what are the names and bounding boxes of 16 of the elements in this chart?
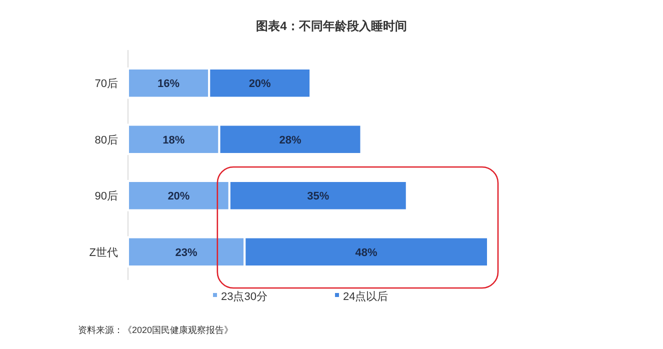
data-label: 35% bbox=[307, 190, 330, 203]
data-label: 20% bbox=[168, 190, 190, 203]
y-tick-label: Z世代 bbox=[89, 246, 118, 259]
legend-label: 23点30分 bbox=[221, 290, 268, 303]
data-label: 23% bbox=[175, 246, 198, 259]
y-tick-label: 90后 bbox=[94, 190, 118, 203]
data-label: 20% bbox=[248, 78, 272, 90]
y-tick-label: 80后 bbox=[94, 133, 118, 146]
y-tick-label: 70后 bbox=[94, 77, 118, 90]
chart-title: 图表4：不同年龄段入睡时间 bbox=[256, 19, 407, 33]
data-label: 16% bbox=[158, 78, 180, 90]
legend-label: 24点以后 bbox=[343, 290, 388, 303]
text: 资料来源：《2020国民健康观察报告》 bbox=[78, 325, 234, 335]
data-label: 48% bbox=[355, 246, 378, 259]
data-label: 18% bbox=[162, 134, 185, 146]
data-label: 28% bbox=[279, 134, 302, 146]
